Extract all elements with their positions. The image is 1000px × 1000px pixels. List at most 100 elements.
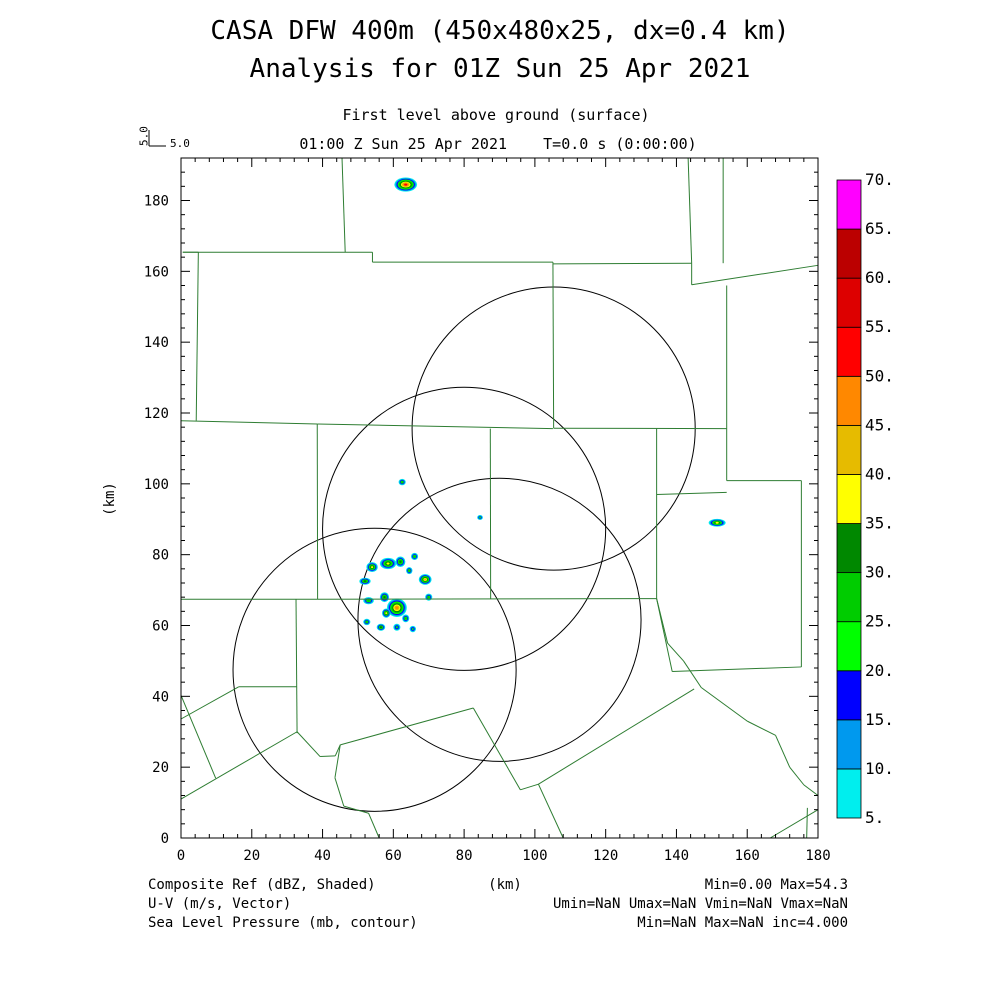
colorbar-label: 20. <box>865 661 894 680</box>
echo-cell <box>367 599 370 602</box>
colorbar-swatch <box>836 326 862 377</box>
colorbar-swatch <box>836 277 862 328</box>
chart-title-line-1: CASA DFW 400m (450x480x25, dx=0.4 km) <box>210 16 790 46</box>
echo-cell <box>395 606 399 610</box>
county-line <box>552 262 692 265</box>
x-tick-label: 0 <box>177 848 185 864</box>
y-tick-label: 0 <box>161 831 169 847</box>
county-line <box>195 252 199 421</box>
radar-range-rings <box>232 286 696 812</box>
county-line <box>334 744 341 778</box>
colorbar-label: 45. <box>865 415 894 434</box>
colorbar-label: 55. <box>865 317 894 336</box>
echo-cell <box>715 521 719 524</box>
county-line <box>683 660 702 688</box>
footer-field-1: Composite Ref (dBZ, Shaded) <box>148 877 376 893</box>
echo-cell <box>385 612 388 615</box>
colorbar-swatch <box>836 424 862 475</box>
echo-cell <box>365 620 368 623</box>
x-tick-label: 180 <box>805 848 830 864</box>
colorbar-swatch <box>836 523 862 574</box>
y-tick-label: 20 <box>152 760 169 776</box>
county-line <box>180 731 298 800</box>
colorbar-label: 10. <box>865 759 894 778</box>
county-line <box>552 263 555 429</box>
footer-field-2: U-V (m/s, Vector) <box>148 896 292 912</box>
colorbar-label: 60. <box>865 268 894 287</box>
chart-title-line-2: Analysis for 01Z Sun 25 Apr 2021 <box>249 54 751 84</box>
echo-cell <box>408 569 411 572</box>
vector-reference-key: 5.0 5.0 <box>138 126 190 150</box>
radar-ring <box>232 527 517 812</box>
county-line <box>746 720 776 736</box>
county-line <box>667 642 684 662</box>
level-subtitle: First level above ground (surface) <box>342 106 650 124</box>
radar-ring <box>357 477 642 762</box>
y-tick-label: 160 <box>144 264 169 280</box>
colorbar-swatch <box>836 621 862 672</box>
county-line <box>317 598 657 600</box>
echo-cell <box>404 183 408 186</box>
footer-stats-3: Min=NaN Max=NaN inc=4.000 <box>637 915 848 931</box>
colorbar-swatch <box>836 179 862 230</box>
county-line <box>656 598 669 644</box>
colorbar-swatch <box>836 375 862 426</box>
y-tick-label: 140 <box>144 335 169 351</box>
echo-cell <box>411 628 414 631</box>
county-line <box>180 686 239 720</box>
county-line <box>789 766 805 786</box>
footer-stats-1: Min=0.00 Max=54.3 <box>704 877 848 893</box>
colorbar: 5. 10. 15. 20. 25. 30. 35. 40. 45. 50. 55. 60. 65. 70… <box>836 170 894 827</box>
county-line <box>368 813 380 839</box>
echo-cell <box>399 560 402 563</box>
colorbar-swatch <box>836 572 862 623</box>
echo-cell <box>363 580 367 583</box>
radar-ring <box>322 386 607 671</box>
footer-stats-2: Umin=NaN Umax=NaN Vmin=NaN Vmax=NaN <box>552 896 848 912</box>
reflectivity-echoes <box>359 177 726 633</box>
x-tick-label: 60 <box>385 848 402 864</box>
county-line <box>656 491 727 495</box>
vector-key-label: 5.0 <box>170 137 190 150</box>
colorbar-label: 35. <box>865 514 894 533</box>
vector-key-rotated-label: 5.0 <box>138 126 151 146</box>
x-tick-label: 160 <box>735 848 760 864</box>
county-line <box>700 687 748 722</box>
echo-cell <box>383 596 386 599</box>
x-tick-label: 100 <box>522 848 547 864</box>
echo-cell <box>379 626 382 629</box>
colorbar-label: 30. <box>865 563 894 582</box>
colorbar-label: 65. <box>865 219 894 238</box>
county-line <box>296 731 321 757</box>
colorbar-swatch <box>836 228 862 279</box>
county-line <box>472 707 521 791</box>
county-line <box>775 735 791 768</box>
county-line <box>691 264 819 286</box>
colorbar-label: 5. <box>865 808 884 827</box>
colorbar-swatch <box>836 474 862 524</box>
colorbar-label: 50. <box>865 366 894 385</box>
y-tick-label: 80 <box>152 548 169 564</box>
echo-cell <box>427 596 430 599</box>
x-tick-label: 20 <box>243 848 260 864</box>
echo-cell <box>424 578 427 581</box>
county-line <box>334 777 345 807</box>
echo-cell <box>401 481 404 484</box>
footer-field-3: Sea Level Pressure (mb, contour) <box>148 915 418 931</box>
county-line <box>769 809 819 839</box>
county-line <box>340 707 474 746</box>
county-line <box>806 807 808 839</box>
x-axis-label: (km) <box>488 877 522 893</box>
echo-cell <box>479 516 482 519</box>
county-line <box>343 805 369 814</box>
y-tick-label: 120 <box>144 406 169 422</box>
county-boundaries <box>180 157 819 839</box>
county-line <box>672 666 802 673</box>
county-line <box>295 599 298 734</box>
county-line <box>803 784 819 796</box>
county-line <box>334 744 341 757</box>
y-tick-label: 100 <box>144 477 169 493</box>
county-line <box>180 420 318 425</box>
county-line <box>317 423 553 430</box>
